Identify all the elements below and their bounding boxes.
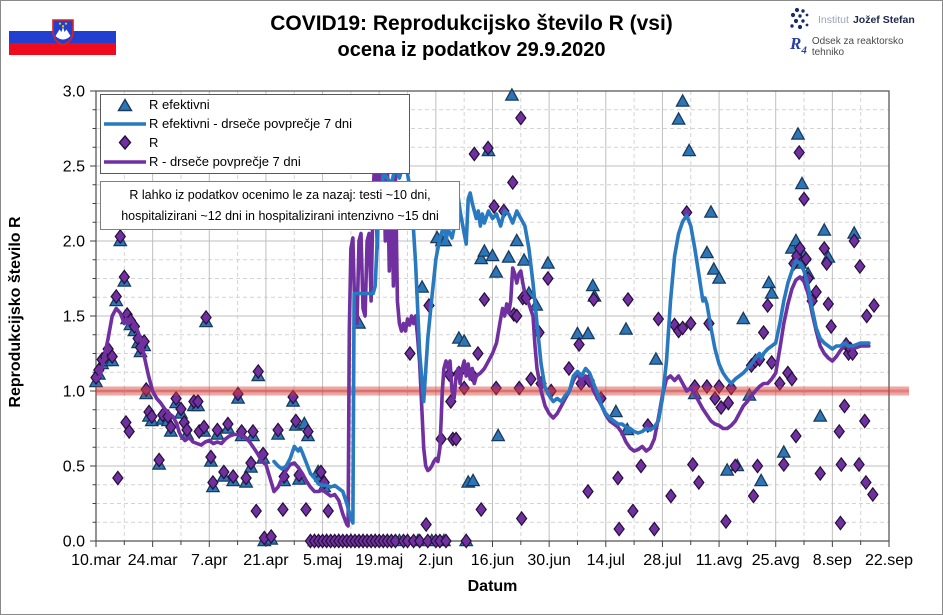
r-ma7-line xyxy=(94,137,871,528)
x-tick-label: 8.sep xyxy=(813,552,852,569)
reference-line-r1 xyxy=(96,386,909,396)
legend-label: R xyxy=(149,135,159,150)
y-tick-label: 0.0 xyxy=(63,534,85,551)
y-axis-title: Reprodukcijsko število R xyxy=(7,216,24,408)
institute-name-bold: Jožef Stefan xyxy=(852,14,915,26)
blue-line-icon xyxy=(104,121,146,126)
triangle-marker-icon xyxy=(117,97,133,111)
x-tick-label: 2.jun xyxy=(419,552,454,569)
x-tick-label: 11.avg xyxy=(696,552,743,569)
department-name: Odsek za reaktorsko tehniko xyxy=(811,36,904,59)
slovenia-flag xyxy=(9,19,116,55)
x-tick-label: 16.jun xyxy=(471,552,515,569)
x-tick-label: 22.sep xyxy=(865,552,913,569)
x-tick-label: 21.apr xyxy=(243,552,289,569)
reference-line-r1-core xyxy=(96,389,909,393)
legend-item-r-ma: R - drseče povprečje 7 dni xyxy=(101,152,409,171)
y-tick-label: 0.5 xyxy=(63,459,85,476)
purple-line-icon xyxy=(104,159,146,164)
page-title: COVID19: Reprodukcijsko število R (vsi) … xyxy=(141,11,802,63)
x-tick-label: 5.maj xyxy=(303,552,342,569)
x-tick-label: 28.jul xyxy=(643,552,681,569)
x-tick-label: 25.avg xyxy=(752,552,800,569)
institute-name-light: Institut xyxy=(818,14,849,26)
annotation-line-1: R lahko iz podatkov ocenimo le za nazaj:… xyxy=(129,188,431,202)
legend-item-r: R xyxy=(101,133,409,152)
x-tick-label: 10.mar xyxy=(71,552,121,569)
legend-item-r-efektivni-ma: R efektivni - drseče povprečje 7 dni xyxy=(101,114,409,133)
y-tick-label: 1.0 xyxy=(63,384,85,401)
x-axis-title: Datum xyxy=(467,578,518,595)
x-tick-label: 7.apr xyxy=(191,552,228,569)
x-tick-label: 30.jun xyxy=(527,552,571,569)
r4-logo: R4 xyxy=(790,34,807,57)
x-tick-labels: 10.mar 24.mar 7.apr 21.apr 5.maj 19.maj 2.jun 1… xyxy=(71,552,913,569)
y-tick-label: 1.5 xyxy=(63,309,85,326)
y-tick-labels: 0.0 0.5 1.0 1.5 2.0 2.5 3.0 xyxy=(63,84,85,551)
legend-item-r-efektivni: R efektivni xyxy=(101,95,409,114)
diamond-marker-icon xyxy=(118,135,132,150)
ijs-dots-icon xyxy=(790,7,809,30)
x-tick-label: 14.jul xyxy=(587,552,625,569)
y-tick-label: 2.0 xyxy=(63,234,85,251)
legend-label: R - drseče povprečje 7 dni xyxy=(149,154,301,169)
y-tick-label: 2.5 xyxy=(63,159,85,176)
institute-logo: Institut Jožef Stefan R4 Odsek za reakto… xyxy=(788,7,936,59)
title-line-2: ocena iz podatkov 29.9.2020 xyxy=(337,39,606,61)
annotation-line-2: hospitalizirani ~12 dni in hospitalizira… xyxy=(121,209,439,223)
annotation-box: R lahko iz podatkov ocenimo le za nazaj:… xyxy=(100,181,460,230)
r-points xyxy=(90,110,880,549)
legend: R efektivni R efektivni - drseče povpreč… xyxy=(100,94,410,174)
slovenia-coat-of-arms xyxy=(52,19,74,46)
title-line-1: COVID19: Reprodukcijsko število R (vsi) xyxy=(270,12,673,35)
legend-label: R efektivni xyxy=(149,97,210,112)
y-tick-label: 3.0 xyxy=(63,84,85,101)
x-tick-label: 19.maj xyxy=(355,552,403,569)
legend-label: R efektivni - drseče povprečje 7 dni xyxy=(149,116,353,131)
x-tick-label: 24.mar xyxy=(128,552,178,569)
